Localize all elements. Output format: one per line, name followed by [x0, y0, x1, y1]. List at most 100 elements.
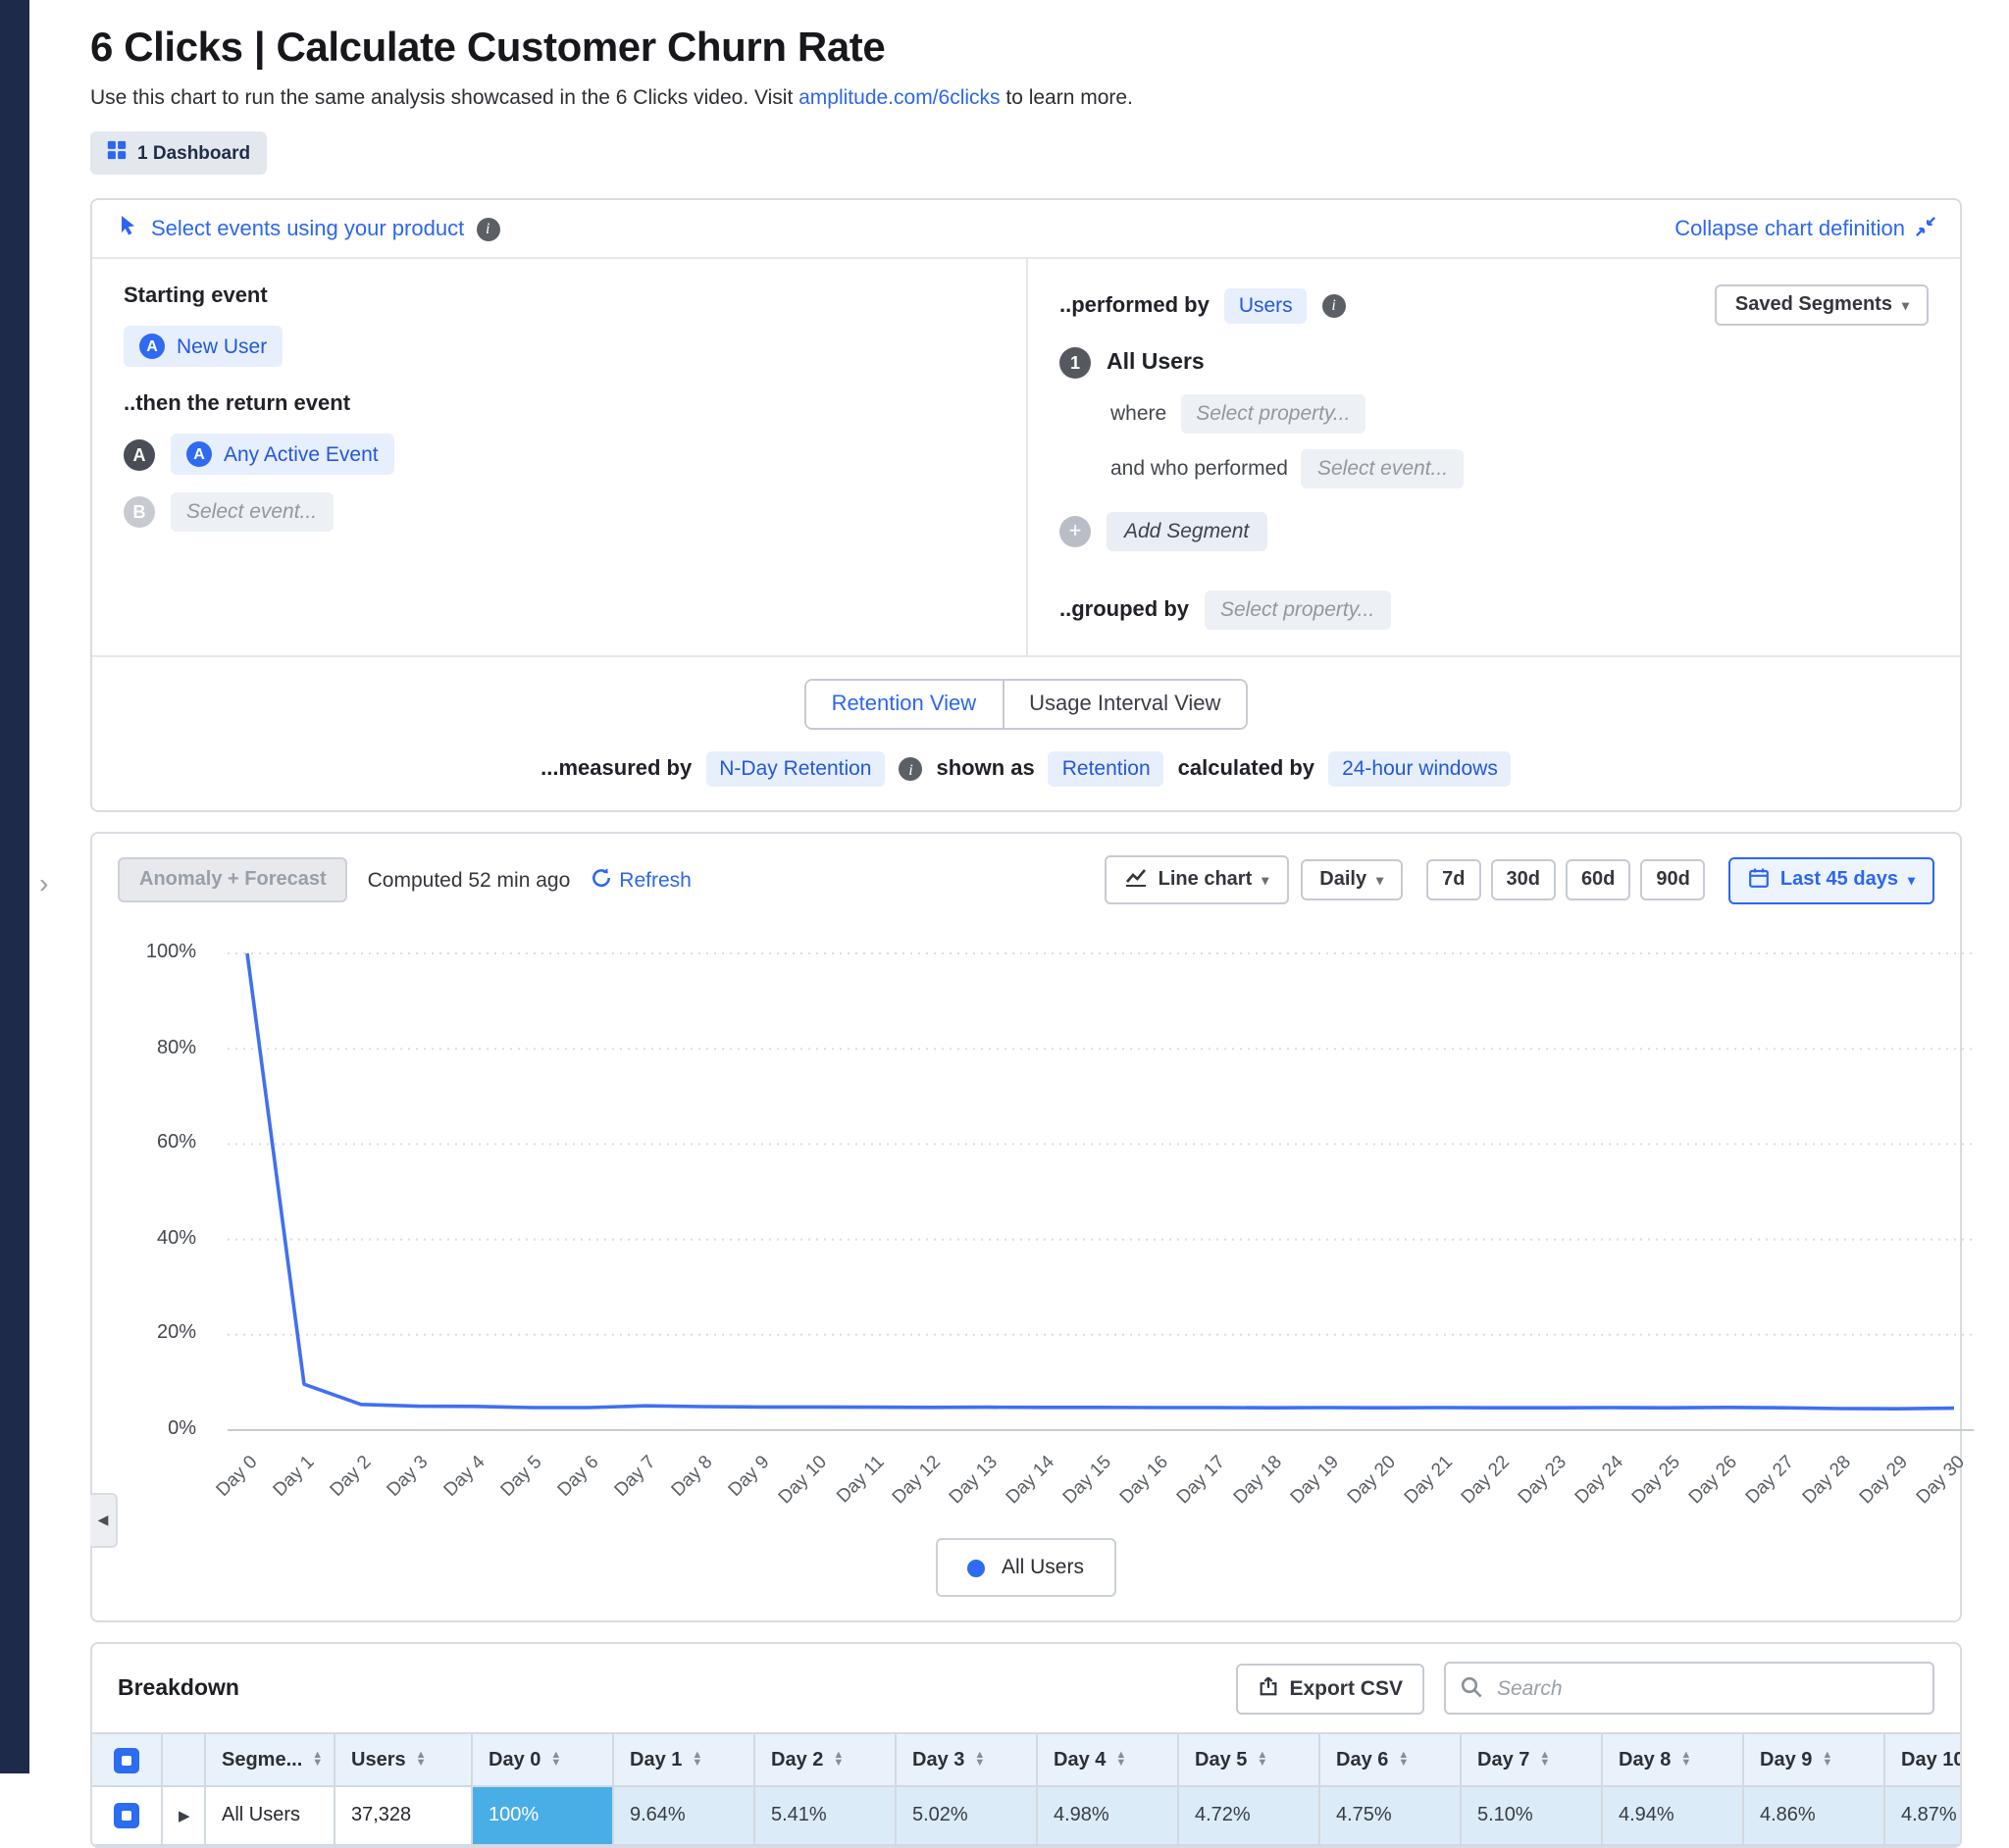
select-events-icon	[116, 214, 139, 243]
date-range-button[interactable]: Last 45 days ▾	[1728, 856, 1934, 903]
saved-segments-label: Saved Segments	[1734, 294, 1892, 316]
tab-usage-interval-view[interactable]: Usage Interval View	[1002, 681, 1247, 728]
select-all-cell	[92, 1734, 163, 1787]
who-performed-select[interactable]: Select event...	[1301, 449, 1465, 488]
sort-icon: ▲ ▼	[312, 1749, 324, 1770]
row-day-3-value: 5.02%	[897, 1787, 1038, 1846]
expander-header-cell	[163, 1734, 206, 1787]
column-header-segment[interactable]: Segme... ▲ ▼	[206, 1734, 335, 1787]
x-axis-label: Day 20	[1343, 1452, 1401, 1510]
chart-collapse-handle[interactable]: ◀	[90, 1493, 118, 1548]
measured-by-chip[interactable]: N-Day Retention	[705, 751, 886, 787]
performed-by-label: ..performed by	[1059, 293, 1210, 317]
day-column-label: Day 10	[1901, 1749, 1962, 1771]
x-axis: Day 0 Day 1 Day 2 Day 3 Day 4 Day 5 Day 6 Day 7…	[213, 1440, 1974, 1514]
grouped-by-select[interactable]: Select property...	[1205, 590, 1391, 630]
column-header-day-0[interactable]: Day 0 ▲ ▼	[473, 1734, 614, 1787]
column-header-day-5[interactable]: Day 5 ▲ ▼	[1179, 1734, 1320, 1787]
row-checkbox[interactable]	[114, 1803, 139, 1828]
subtitle-suffix: to learn more.	[1000, 86, 1133, 110]
x-axis-label: Day 14	[1002, 1452, 1059, 1510]
sort-icon: ▲ ▼	[974, 1749, 986, 1770]
export-csv-label: Export CSV	[1289, 1676, 1403, 1700]
segment-number-badge: 1	[1059, 347, 1091, 379]
add-segment-button[interactable]: Add Segment	[1107, 512, 1267, 551]
subtitle-text: Use this chart to run the same analysis …	[90, 86, 799, 110]
sort-icon: ▲ ▼	[1539, 1749, 1551, 1770]
add-segment-row[interactable]: + Add Segment	[1059, 512, 1929, 551]
tab-retention-view[interactable]: Retention View	[805, 681, 1003, 728]
chart-type-button[interactable]: Line chart ▾	[1105, 855, 1289, 904]
chevron-down-icon: ▾	[1901, 299, 1909, 313]
sort-icon: ▲ ▼	[1822, 1749, 1833, 1770]
return-event-label: ..then the return event	[124, 392, 351, 416]
return-event-chip[interactable]: A Any Active Event	[171, 434, 394, 475]
x-axis-label: Day 25	[1627, 1452, 1685, 1510]
event-icon: A	[186, 441, 212, 467]
sort-icon: ▲ ▼	[1398, 1749, 1410, 1770]
x-axis-label: Day 1	[269, 1452, 320, 1502]
column-header-day-7[interactable]: Day 7 ▲ ▼	[1462, 1734, 1603, 1787]
plot-area[interactable]	[228, 944, 1974, 1440]
event-b-badge: B	[124, 496, 155, 528]
saved-segments-button[interactable]: Saved Segments ▾	[1715, 284, 1929, 326]
calculated-by-chip[interactable]: 24-hour windows	[1328, 751, 1512, 787]
x-axis-label: Day 9	[724, 1452, 775, 1502]
range-7d-button[interactable]: 7d	[1426, 859, 1481, 900]
select-all-checkbox[interactable]	[114, 1747, 139, 1772]
range-button-group: 7d 30d 60d 90d	[1426, 859, 1706, 900]
range-60d-button[interactable]: 60d	[1565, 859, 1631, 900]
chart-definition-card: Select events using your product i Colla…	[90, 198, 1962, 812]
x-axis-label: Day 11	[832, 1452, 889, 1509]
subtitle-link[interactable]: amplitude.com/6clicks	[798, 86, 1001, 110]
granularity-button[interactable]: Daily ▾	[1300, 859, 1404, 900]
x-axis-label: Day 27	[1741, 1452, 1799, 1510]
calculated-by-label: calculated by	[1177, 757, 1315, 781]
chart-type-label: Line chart	[1158, 869, 1253, 891]
column-header-day-1[interactable]: Day 1 ▲ ▼	[614, 1734, 755, 1787]
search-input[interactable]	[1444, 1662, 1934, 1715]
left-nav-strip	[0, 0, 29, 1773]
anomaly-forecast-button[interactable]: Anomaly + Forecast	[118, 857, 348, 902]
column-header-day-9[interactable]: Day 9 ▲ ▼	[1744, 1734, 1885, 1787]
y-axis-label: 40%	[156, 1227, 196, 1250]
info-icon[interactable]: i	[476, 217, 500, 240]
events-panel: Starting event A New User ..then the ret…	[92, 259, 1026, 655]
legend-item-all-users[interactable]: All Users	[936, 1538, 1115, 1597]
range-30d-button[interactable]: 30d	[1490, 859, 1556, 900]
column-header-day-3[interactable]: Day 3 ▲ ▼	[897, 1734, 1038, 1787]
x-axis-label: Day 26	[1684, 1452, 1742, 1510]
range-90d-button[interactable]: 90d	[1640, 859, 1706, 900]
x-axis-label: Day 29	[1855, 1452, 1913, 1510]
refresh-link[interactable]: Refresh	[590, 866, 692, 894]
column-header-users[interactable]: Users ▲ ▼	[335, 1734, 473, 1787]
column-header-day-6[interactable]: Day 6 ▲ ▼	[1320, 1734, 1462, 1787]
column-header-day-8[interactable]: Day 8 ▲ ▼	[1603, 1734, 1744, 1787]
expand-sidebar-chevron[interactable]: ›	[39, 867, 49, 898]
column-header-day-10[interactable]: Day 10▲▼	[1885, 1734, 1962, 1787]
view-tabs: Retention View Usage Interval View	[803, 679, 1249, 730]
info-icon[interactable]: i	[1321, 293, 1346, 317]
where-select[interactable]: Select property...	[1180, 394, 1366, 434]
performed-by-chip[interactable]: Users	[1224, 287, 1307, 323]
info-icon[interactable]: i	[899, 757, 923, 781]
segment-column-label: Segme...	[222, 1749, 303, 1771]
shown-as-chip[interactable]: Retention	[1048, 751, 1164, 787]
column-header-day-4[interactable]: Day 4 ▲ ▼	[1038, 1734, 1179, 1787]
export-csv-button[interactable]: Export CSV	[1236, 1663, 1424, 1714]
x-axis-label: Day 10	[774, 1452, 832, 1510]
sort-icon: ▲ ▼	[415, 1749, 427, 1770]
event-b-select[interactable]: Select event...	[171, 492, 334, 532]
chart-toolbar: Anomaly + Forecast Computed 52 min ago R…	[118, 855, 1934, 904]
dashboard-badge-label: 1 Dashboard	[137, 142, 251, 164]
chevron-down-icon: ▾	[1376, 874, 1384, 888]
dashboard-badge[interactable]: 1 Dashboard	[90, 131, 267, 175]
select-events-link[interactable]: Select events using your product	[151, 217, 465, 240]
collapse-definition-link[interactable]: Collapse chart definition	[1674, 217, 1905, 240]
row-expander[interactable]: ▶	[179, 1807, 190, 1824]
measured-by-label: ...measured by	[541, 757, 693, 781]
starting-event-chip[interactable]: A New User	[124, 326, 283, 367]
column-header-day-2[interactable]: Day 2 ▲ ▼	[755, 1734, 897, 1787]
collapse-arrows-icon	[1915, 215, 1936, 242]
row-day-4-value: 4.98%	[1038, 1787, 1179, 1846]
